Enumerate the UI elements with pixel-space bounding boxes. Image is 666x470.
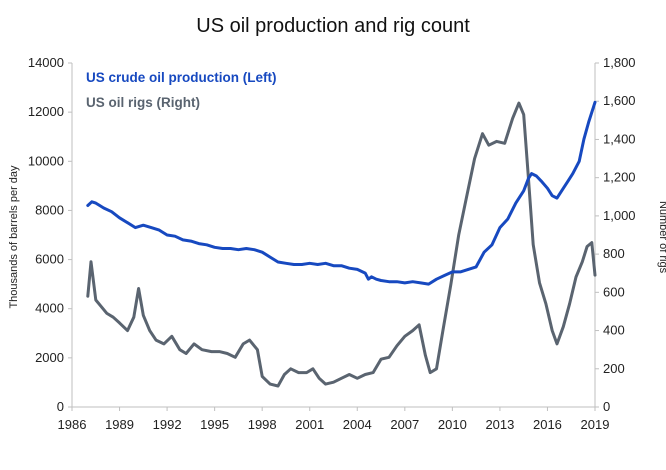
y-left-tick-label: 4000 — [35, 301, 64, 316]
y-right-tick-label: 1,400 — [603, 131, 636, 146]
series-line-rigs — [86, 101, 597, 388]
y-right-tick-label: 1,200 — [603, 170, 636, 185]
chart-title: US oil production and rig count — [196, 15, 470, 37]
y-right-tick-label: 200 — [603, 361, 625, 376]
series-line-production — [86, 100, 597, 286]
legend-entry-production: US crude oil production (Left) — [86, 70, 277, 85]
y-right-tick-label: 400 — [603, 323, 625, 338]
x-tick-label: 1998 — [248, 417, 277, 432]
x-tick-label: 2007 — [390, 417, 419, 432]
x-tick-label: 2016 — [533, 417, 562, 432]
y-right-tick-label: 1,600 — [603, 93, 636, 108]
y-right-tick-label: 1,800 — [603, 55, 636, 70]
tick-labels: 1986 1989 1992 1995 1998 2001 2004 2007 2010 2013… — [28, 55, 636, 432]
y-right-tick-label: 800 — [603, 246, 625, 261]
x-tick-label: 2019 — [581, 417, 610, 432]
x-tick-label: 1986 — [58, 417, 87, 432]
x-tick-label: 2004 — [343, 417, 372, 432]
legend-entry-rigs: US oil rigs (Right) — [86, 95, 200, 110]
x-tick-label: 2013 — [485, 417, 514, 432]
y-left-tick-label: 2000 — [35, 350, 64, 365]
y-axis-left-title: Thousands of barrels per day — [8, 165, 20, 309]
y-left-tick-label: 12000 — [28, 104, 64, 119]
y-left-tick-label: 6000 — [35, 252, 64, 267]
x-tick-label: 2010 — [438, 417, 467, 432]
y-right-tick-label: 0 — [603, 399, 610, 414]
series-layer — [86, 100, 597, 388]
y-left-tick-label: 14000 — [28, 55, 64, 70]
y-right-tick-label: 1,000 — [603, 208, 636, 223]
x-tick-label: 1989 — [105, 417, 134, 432]
x-tick-label: 2001 — [295, 417, 324, 432]
y-left-tick-label: 0 — [57, 399, 64, 414]
x-tick-label: 1995 — [200, 417, 229, 432]
y-left-tick-label: 10000 — [28, 153, 64, 168]
y-axis-right-title: Number of rigs — [657, 201, 666, 274]
y-left-tick-label: 8000 — [35, 202, 64, 217]
y-right-tick-label: 600 — [603, 284, 625, 299]
x-tick-label: 1992 — [153, 417, 182, 432]
